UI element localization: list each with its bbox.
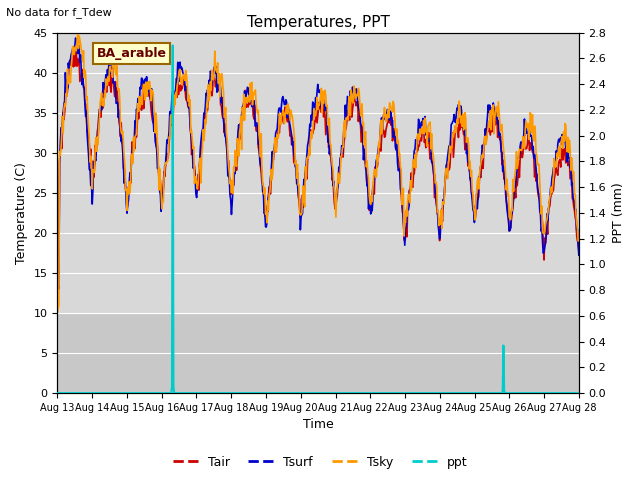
Text: BA_arable: BA_arable — [97, 47, 166, 60]
Title: Temperatures, PPT: Temperatures, PPT — [246, 15, 390, 30]
Text: No data for f_Tdew: No data for f_Tdew — [6, 7, 112, 18]
Y-axis label: PPT (mm): PPT (mm) — [612, 182, 625, 243]
Bar — [58, 33, 579, 313]
Y-axis label: Temperature (C): Temperature (C) — [15, 162, 28, 264]
X-axis label: Time: Time — [303, 419, 333, 432]
Legend: Tair, Tsurf, Tsky, ppt: Tair, Tsurf, Tsky, ppt — [168, 451, 472, 474]
